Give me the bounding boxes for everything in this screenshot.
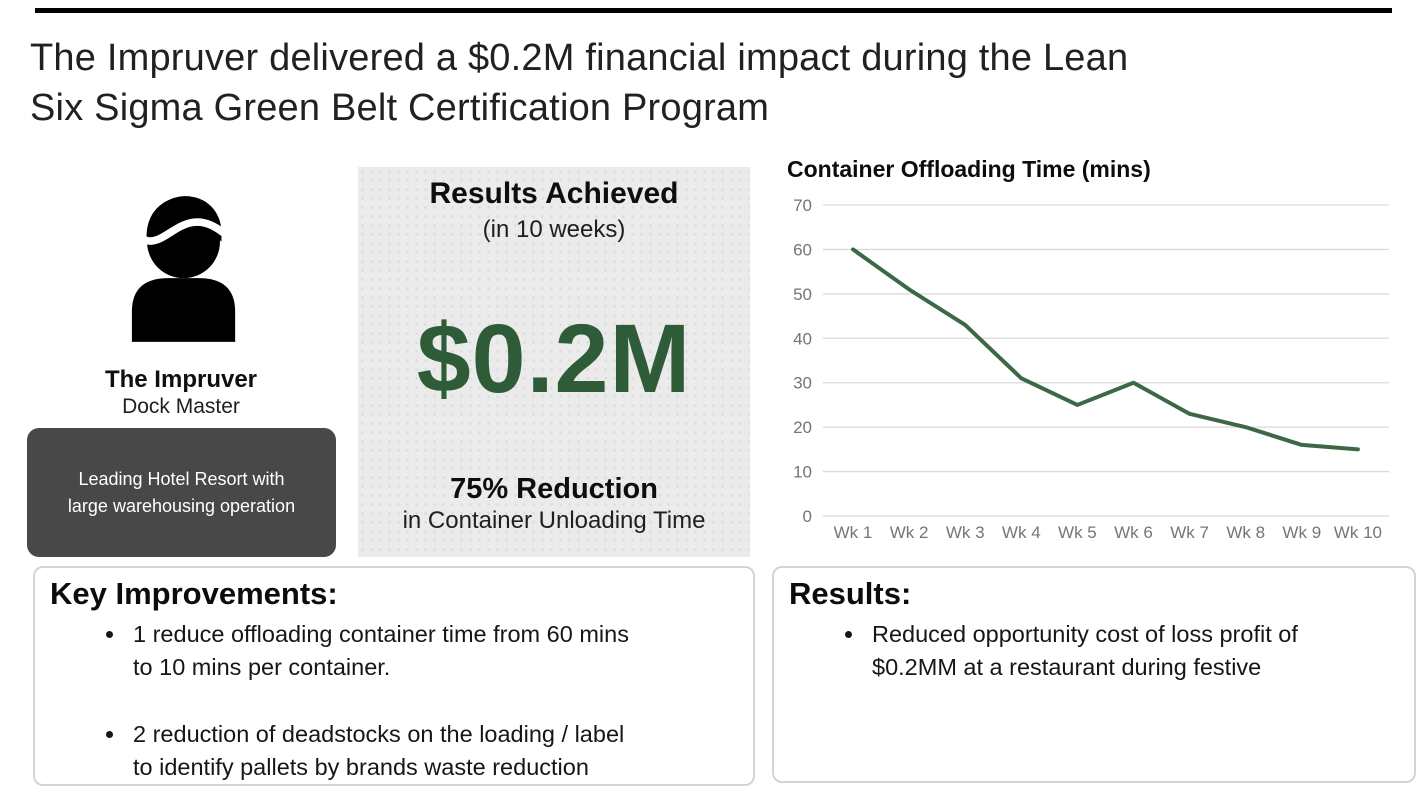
results-achieved-panel: Results Achieved (in 10 weeks) $0.2M 75%… bbox=[358, 167, 750, 557]
list-item: 1 reduce offloading container time from … bbox=[127, 618, 753, 684]
person-icon-svg bbox=[131, 196, 236, 342]
y-axis-tick-label: 30 bbox=[793, 374, 812, 393]
x-axis-tick-label: Wk 4 bbox=[1002, 523, 1041, 542]
y-axis-tick-label: 40 bbox=[793, 329, 812, 348]
y-axis-tick-label: 70 bbox=[793, 196, 812, 215]
top-accent-bar bbox=[35, 8, 1392, 13]
list-item: Reduced opportunity cost of loss profit … bbox=[866, 618, 1414, 684]
chart-svg: 0 10 20 30 40 50 60 70 Wk 1 Wk 2 Wk 3 Wk 4 Wk 5 Wk 6 W… bbox=[793, 196, 1389, 542]
results-list: Reduced opportunity cost of loss profit … bbox=[774, 618, 1414, 684]
x-axis-tick-label: Wk 9 bbox=[1282, 523, 1321, 542]
x-axis-tick-label: Wk 3 bbox=[946, 523, 985, 542]
x-axis-tick-label: Wk 1 bbox=[834, 523, 873, 542]
x-axis-tick-label: Wk 8 bbox=[1226, 523, 1265, 542]
financial-impact-amount: $0.2M bbox=[416, 304, 692, 413]
x-axis-tick-label: Wk 7 bbox=[1170, 523, 1209, 542]
results-subheading: (in 10 weeks) bbox=[482, 216, 626, 243]
results-heading: Results Achieved bbox=[429, 177, 679, 210]
reduction-highlight-sub: in Container Unloading Time bbox=[402, 507, 706, 534]
chart-line-series bbox=[851, 247, 1360, 452]
profile-name: The Impruver bbox=[104, 366, 258, 393]
list-item: 2 reduction of deadstocks on the loading… bbox=[127, 718, 753, 784]
results-box: Results: Reduced opportunity cost of los… bbox=[772, 566, 1416, 783]
y-axis-tick-label: 50 bbox=[793, 285, 812, 304]
organization-text: Leading Hotel Resort with large warehous… bbox=[67, 468, 296, 516]
organization-box: Leading Hotel Resort with large warehous… bbox=[27, 428, 336, 557]
x-axis-tick-label: Wk 5 bbox=[1058, 523, 1097, 542]
x-axis-tick-label: Wk 2 bbox=[890, 523, 929, 542]
x-axis-tick-label: Wk 6 bbox=[1114, 523, 1153, 542]
key-improvements-list: 1 reduce offloading container time from … bbox=[35, 618, 753, 784]
y-axis-tick-label: 60 bbox=[793, 240, 812, 259]
results-box-heading: Results: bbox=[789, 576, 912, 611]
chart-title: Container Offloading Time (mins) bbox=[787, 156, 1151, 182]
x-axis-tick-label: Wk 10 bbox=[1334, 523, 1382, 542]
reduction-highlight: 75% Reduction bbox=[450, 473, 658, 505]
profile-role: Dock Master bbox=[122, 395, 240, 418]
y-axis-tick-label: 0 bbox=[803, 507, 812, 526]
offloading-time-chart: 0 10 20 30 40 50 60 70 Wk 1 Wk 2 Wk 3 Wk 4 Wk 5 Wk 6 W… bbox=[775, 190, 1423, 555]
person-icon bbox=[106, 184, 258, 348]
key-improvements-heading: Key Improvements: bbox=[50, 576, 338, 611]
y-axis-tick-label: 20 bbox=[793, 418, 812, 437]
page-title: The Impruver delivered a $0.2M financial… bbox=[30, 37, 1129, 129]
key-improvements-box: Key Improvements: 1 reduce offloading co… bbox=[33, 566, 755, 786]
y-axis-tick-label: 10 bbox=[793, 463, 812, 482]
